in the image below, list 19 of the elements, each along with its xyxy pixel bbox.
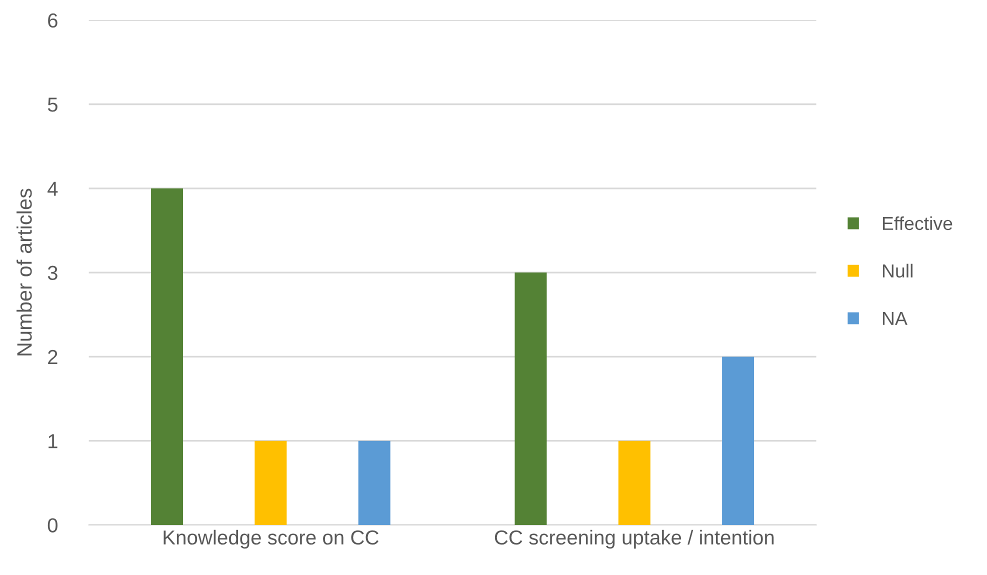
y-tick-label: 4 (48, 182, 58, 196)
bar (618, 440, 650, 525)
y-tick-label: 1 (48, 434, 58, 448)
bar (722, 356, 754, 525)
bar (254, 440, 287, 525)
x-tick-label: CC screening uptake / intention (494, 530, 774, 549)
y-tick-label: 6 (48, 13, 58, 28)
legend-label: NA (882, 312, 908, 325)
y-tick-label: 5 (48, 98, 58, 112)
x-tick-label: Knowledge score on CC (164, 530, 379, 549)
legend-label: Effective (882, 216, 952, 230)
y-axis-title: Number of articles (16, 188, 32, 356)
bar (514, 272, 547, 525)
y-tick-label: 0 (48, 518, 58, 532)
y-tick-label: 2 (48, 350, 58, 364)
legend-label: Null (882, 264, 912, 278)
bar (151, 188, 184, 525)
bar (358, 440, 390, 525)
y-tick-label: 3 (48, 266, 58, 280)
